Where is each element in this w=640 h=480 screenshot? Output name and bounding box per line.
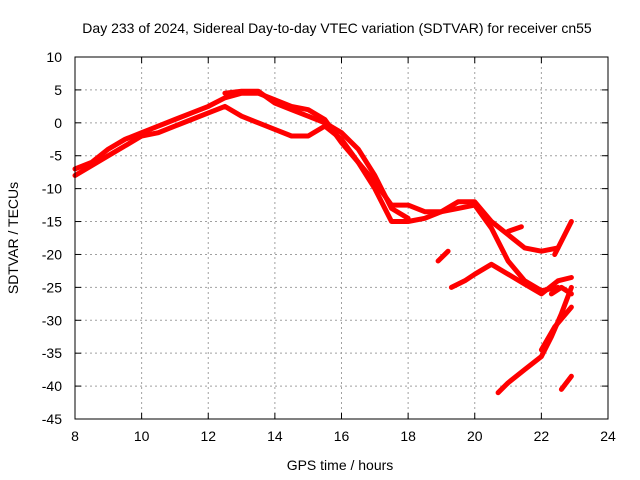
y-tick-label: -30	[42, 312, 62, 328]
series-line-track-c	[222, 88, 411, 221]
y-tick-label: -40	[42, 378, 62, 394]
x-tick-label: 14	[267, 428, 283, 444]
y-tick-label: -25	[42, 279, 62, 295]
series-line-track-f	[538, 304, 574, 353]
y-axis-label: SDTVAR / TECUs	[5, 182, 21, 294]
series-line-track-b	[72, 103, 561, 294]
chart-title: Day 233 of 2024, Sidereal Day-to-day VTE…	[82, 20, 592, 36]
series-line-track-i	[505, 224, 524, 234]
plot-frame	[74, 56, 609, 420]
y-tick-label: 0	[54, 115, 62, 131]
y-tick-label: -20	[42, 246, 62, 262]
x-tick-label: 10	[134, 428, 150, 444]
y-tick-label: -35	[42, 345, 62, 361]
x-tick-label: 12	[200, 428, 216, 444]
series-line-track-j	[558, 373, 574, 392]
x-tick-label: 8	[71, 428, 79, 444]
y-tick-label: -5	[50, 148, 63, 164]
x-axis-label: GPS time / hours	[287, 457, 394, 473]
y-tick-label: 5	[54, 82, 62, 98]
y-tick-label: -15	[42, 214, 62, 230]
series-line-track-k	[548, 284, 574, 297]
series-line-track-e	[495, 284, 574, 396]
x-tick-label: 16	[334, 428, 350, 444]
x-tick-label: 20	[467, 428, 483, 444]
grid	[75, 57, 608, 419]
x-tick-label: 18	[400, 428, 416, 444]
x-tick-label: 22	[534, 428, 550, 444]
y-tick-label: -10	[42, 181, 62, 197]
data-series	[72, 88, 574, 396]
ticks: 8 10 12 14 16 18 20 22 24 10 5 0 -5 -10 -15 -20 -25 -30 -3…	[42, 49, 616, 444]
x-tick-label: 24	[600, 428, 616, 444]
series-line-track-h	[435, 248, 451, 264]
series-line-track-d	[448, 261, 574, 297]
series-line-track-g	[552, 219, 574, 257]
y-tick-label: -45	[42, 411, 62, 427]
y-tick-label: 10	[46, 49, 62, 65]
